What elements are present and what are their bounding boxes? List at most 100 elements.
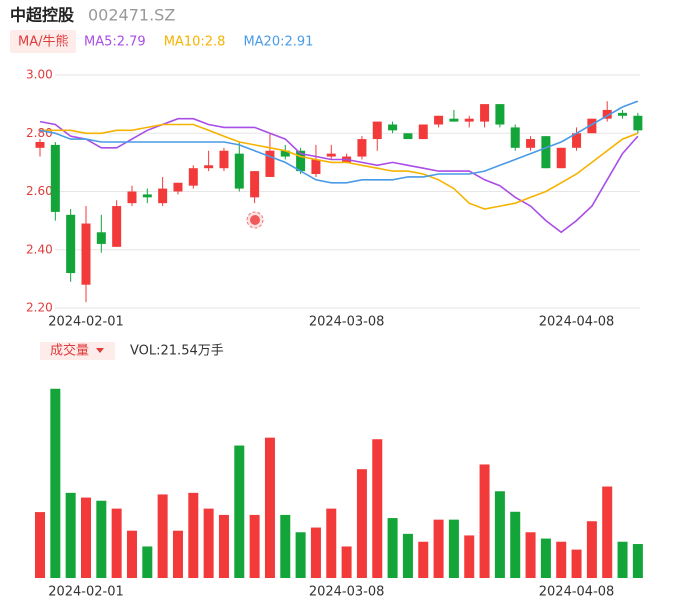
candle-body — [311, 159, 321, 175]
candle-body — [250, 171, 260, 198]
legend-entry: MA10:2.8 — [164, 35, 226, 50]
volume-bar — [249, 514, 260, 578]
y-tick-label: 2.40 — [26, 242, 53, 256]
candle-body — [127, 191, 137, 204]
candle-body — [434, 115, 444, 125]
volume-bar — [50, 388, 61, 578]
candle-body — [464, 118, 474, 122]
candle-body — [265, 150, 275, 177]
candle-body — [418, 124, 428, 140]
volume-bar — [218, 514, 229, 578]
candle-body — [296, 150, 306, 172]
candle-body — [541, 136, 551, 169]
indicator-tab[interactable] — [10, 30, 76, 53]
legend-entry: MA5:2.79 — [84, 35, 146, 50]
x-tick-label: 2024-04-08 — [539, 585, 615, 600]
indicator-tab-label[interactable]: MA/牛熊 — [18, 34, 69, 50]
volume-label: VOL:21.54万手 — [130, 344, 224, 359]
volume-bar — [433, 519, 444, 578]
y-tick-label: 2.60 — [26, 184, 53, 198]
volume-bar — [402, 533, 413, 578]
x-tick-label: 2024-02-01 — [48, 585, 124, 600]
candle-body — [96, 232, 106, 244]
candle-body — [142, 194, 152, 198]
volume-bar — [188, 492, 199, 578]
candle-body — [587, 118, 597, 134]
volume-bar — [96, 500, 107, 578]
candle-body — [556, 147, 566, 169]
volume-bar — [326, 508, 337, 578]
volume-bar — [632, 544, 643, 578]
volume-bar — [510, 511, 521, 578]
candle-body — [633, 115, 643, 131]
legend-entry: MA20:2.91 — [243, 35, 313, 50]
candle-body — [326, 153, 336, 157]
volume-bar — [617, 541, 628, 578]
volume-bar — [356, 469, 367, 578]
ma-line — [39, 100, 639, 184]
volume-bar — [602, 486, 613, 578]
volume-bar — [203, 508, 214, 578]
candle-body — [495, 104, 505, 125]
candle-body — [526, 139, 536, 148]
volume-tab[interactable] — [40, 342, 115, 360]
candle-body — [572, 133, 582, 148]
x-tick-label: 2024-04-08 — [539, 315, 615, 330]
volume-bar — [464, 535, 475, 578]
signal-icon-dot — [250, 215, 260, 225]
volume-bar — [157, 494, 168, 578]
candle-body — [403, 133, 413, 140]
candle-body — [219, 150, 229, 169]
volume-bar — [35, 512, 45, 578]
volume-bar — [310, 527, 321, 578]
x-tick-label: 2024-03-08 — [309, 585, 385, 600]
y-tick-label: 2.20 — [26, 301, 53, 315]
candle-body — [602, 109, 612, 119]
volume-bar — [65, 492, 76, 578]
ma-line — [40, 123, 639, 210]
volume-bar — [586, 521, 597, 578]
volume-bar — [418, 541, 429, 578]
x-tick-label: 2024-03-08 — [309, 315, 385, 330]
volume-bar — [448, 519, 459, 578]
volume-tab-label[interactable]: 成交量 — [50, 343, 89, 359]
candle-body — [280, 150, 290, 157]
candle-body — [204, 165, 214, 169]
candle-body — [618, 112, 628, 116]
volume-bar — [540, 538, 551, 578]
stock-name: 中超控股 — [10, 6, 75, 25]
candle-body — [480, 104, 490, 122]
volume-bar — [264, 437, 275, 578]
candle-body — [188, 168, 198, 186]
candle-body — [35, 141, 45, 148]
volume-bar — [295, 532, 306, 578]
dropdown-arrow[interactable] — [96, 348, 104, 353]
candle-body — [234, 153, 244, 189]
volume-bar — [556, 541, 567, 578]
candle-body — [510, 127, 520, 148]
volume-bar — [126, 530, 137, 578]
volume-bar — [111, 508, 122, 578]
volume-bar — [234, 445, 245, 578]
candle-body — [388, 124, 398, 131]
candle-body — [81, 223, 91, 285]
candle-body — [66, 214, 76, 274]
candle-body — [158, 188, 168, 204]
volume-bar — [494, 491, 505, 578]
volume-bar — [280, 514, 291, 578]
volume-bar — [142, 546, 153, 578]
ma-line — [39, 117, 639, 234]
x-tick-label: 2024-02-01 — [48, 315, 124, 330]
candle-body — [112, 206, 122, 247]
volume-bar — [372, 439, 383, 578]
volume-bar — [341, 546, 352, 578]
volume-bar — [80, 497, 91, 578]
volume-bar — [479, 464, 490, 578]
volume-bar — [387, 518, 398, 578]
volume-bar — [571, 549, 582, 578]
volume-bar — [172, 530, 183, 578]
candle-body — [372, 121, 382, 140]
y-tick-label: 3.00 — [26, 68, 53, 82]
stock-code: 002471.SZ — [88, 6, 175, 25]
